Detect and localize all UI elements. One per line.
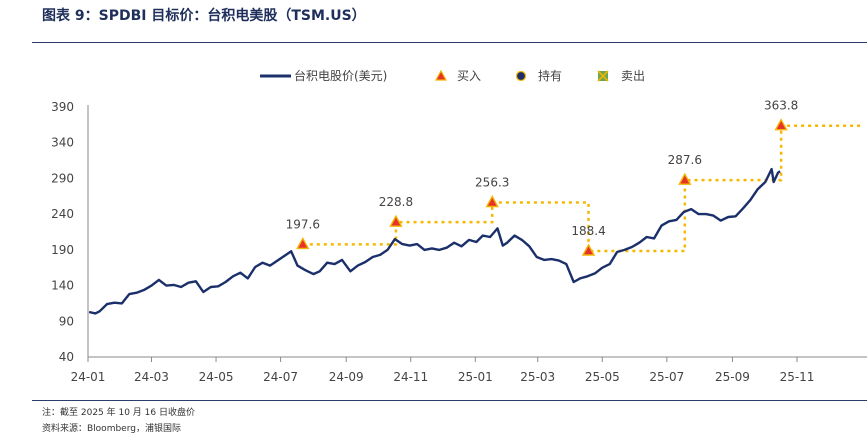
footer-rule <box>32 400 867 401</box>
footnote: 注：截至 2025 年 10 月 16 日收盘价 <box>42 408 195 418</box>
x-tick-label: 24-01 <box>71 370 106 384</box>
legend-buy-icon <box>434 69 448 81</box>
target-price-lines <box>302 124 861 253</box>
legend-label-price: 台积电股价(美元) <box>294 68 387 83</box>
rating-markers: 197.6 228.8 256.3 188.4 287.6 363.8 <box>286 99 798 256</box>
y-tick-label: 190 <box>51 243 74 257</box>
buy-marker <box>581 243 596 256</box>
legend-label-buy: 买入 <box>457 69 481 83</box>
buy-marker <box>485 195 499 208</box>
x-tick-label: 25-09 <box>715 370 750 384</box>
target-price-label: 228.8 <box>379 195 413 209</box>
x-tick-label: 24-03 <box>134 370 169 384</box>
buy-marker <box>678 172 692 185</box>
x-tick-label: 25-07 <box>649 370 684 384</box>
target-price-line <box>302 124 861 253</box>
legend-label-hold: 持有 <box>538 68 562 83</box>
y-tick-label: 140 <box>51 279 74 293</box>
x-tick-label: 25-03 <box>520 370 555 384</box>
legend-label-sell: 卖出 <box>621 69 645 83</box>
buy-marker <box>389 214 403 227</box>
legend-hold-icon <box>515 70 527 82</box>
target-price-label: 363.8 <box>764 99 798 113</box>
legend: 台积电股价(美元) 买入 持有 卖出 <box>260 68 645 83</box>
y-tick-label: 340 <box>51 136 74 150</box>
price-line <box>88 167 781 315</box>
x-tick-label: 24-11 <box>393 370 428 384</box>
title-rule <box>32 42 867 43</box>
y-tick-label: 90 <box>59 314 74 328</box>
x-tick-label: 24-09 <box>329 370 364 384</box>
x-tick-label: 25-01 <box>458 370 493 384</box>
buy-marker <box>774 118 788 131</box>
target-price-label: 188.4 <box>571 224 605 238</box>
target-price-label: 256.3 <box>475 176 509 190</box>
x-tick-label: 25-11 <box>780 370 815 384</box>
y-tick-label: 390 <box>51 100 74 114</box>
buy-marker <box>296 236 310 250</box>
y-tick-label: 290 <box>51 171 74 185</box>
figure-title: 图表 9：SPDBI 目标价：台积电美股（TSM.US） <box>42 8 366 24</box>
legend-sell-cross <box>597 70 609 82</box>
source-note: 资料来源：Bloomberg，浦银国际 <box>42 424 181 434</box>
target-price-label: 287.6 <box>668 153 702 167</box>
y-tick-label: 240 <box>51 207 74 221</box>
x-tick-label: 24-07 <box>263 370 298 384</box>
price-chart: 台积电股价(美元) 买入 持有 卖出 40 90 140 190 240 290 340 390 24… <box>51 68 867 384</box>
target-price-label: 197.6 <box>286 217 320 231</box>
price-series <box>88 167 781 315</box>
y-tick-label: 40 <box>59 350 74 364</box>
x-tick-label: 24-05 <box>199 370 234 384</box>
x-tick-label: 25-05 <box>585 370 620 384</box>
axes: 40 90 140 190 240 290 340 390 24-01 24-03 24-05 24-… <box>51 100 867 384</box>
